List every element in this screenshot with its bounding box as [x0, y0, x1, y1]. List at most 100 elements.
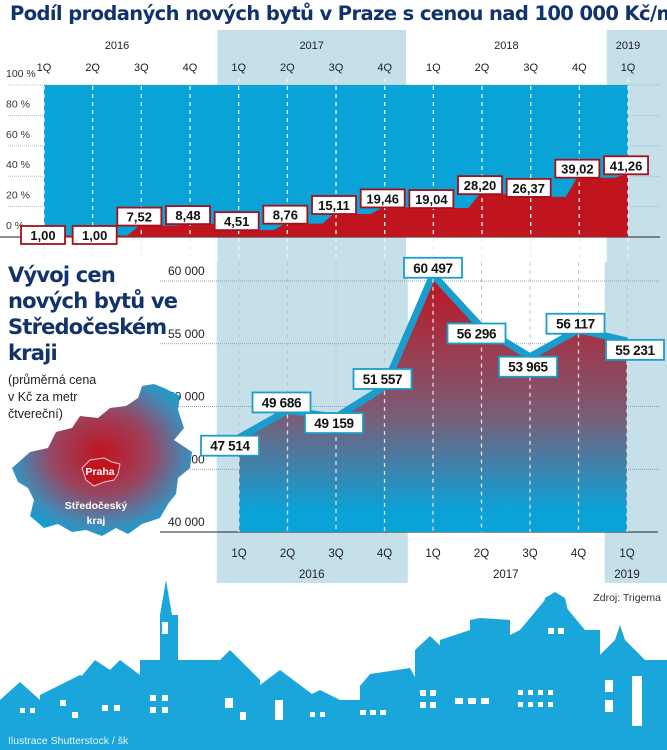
- value-label: 47 514: [210, 439, 250, 454]
- value-label-box: [545, 312, 606, 335]
- value-label: 56 296: [457, 326, 497, 341]
- value-label: 49 686: [262, 395, 302, 410]
- source-note: Zdroj: Trigema: [593, 592, 661, 604]
- value-label: 51 557: [363, 372, 403, 387]
- side-subtitle-line: (průměrná cena: [8, 373, 97, 387]
- value-label-box: [116, 206, 163, 227]
- value-label-box: [262, 204, 309, 225]
- year-label: 2018: [494, 40, 518, 52]
- y-tick-label: 80 %: [6, 98, 30, 110]
- illustration-credit: Ilustrace Shutterstock / šk: [8, 735, 129, 747]
- side-title: Vývoj cen nových bytů ve Středočeském kr…: [8, 262, 178, 366]
- value-label-box: [446, 322, 507, 345]
- value-label-box: [304, 412, 364, 434]
- quarter-label: 3Q: [134, 62, 149, 74]
- map-label-region-2: kraj: [87, 515, 106, 527]
- quarter-label: 4Q: [377, 62, 392, 74]
- share-area: [44, 174, 629, 237]
- side-title-line: nových bytů ve: [8, 289, 178, 313]
- value-label-box: [352, 368, 413, 390]
- value-label-box: [603, 155, 649, 176]
- value-label-box: [71, 225, 118, 245]
- value-label-box: [213, 211, 260, 232]
- value-label-box: [311, 195, 357, 215]
- value-label-box: [20, 225, 66, 245]
- quarter-label: 1Q: [231, 548, 246, 560]
- top-value-labels: 1,00 1,00 7,52 8,48 4,51 8,76 15,11 19,46 19,04 2…: [20, 155, 649, 245]
- chart-title: Podíl prodaných nových bytů v Praze s ce…: [10, 2, 667, 25]
- value-label-box: [359, 188, 406, 209]
- side-title-line: Středočeském: [8, 315, 167, 339]
- quarter-label: 4Q: [377, 548, 392, 560]
- quarter-label: 4Q: [183, 62, 198, 74]
- value-label-box: [408, 189, 455, 209]
- value-label-box: [200, 434, 260, 457]
- value-label: 53 965: [508, 360, 548, 375]
- bottom-value-labels: 47 514 49 686 49 159 51 557 60 497 56 296 53 9…: [200, 256, 665, 457]
- value-label-box: [251, 391, 312, 414]
- chart-title-text: Podíl prodaných nových bytů v Praze s ce…: [10, 2, 667, 25]
- value-label: 39,02: [561, 162, 594, 177]
- value-label: 4,51: [224, 214, 249, 229]
- y-tick-label: 60 %: [6, 129, 30, 141]
- quarter-label: 3Q: [329, 62, 344, 74]
- y-tick-label: 100 %: [6, 68, 36, 80]
- quarter-label: 1Q: [37, 62, 52, 74]
- value-label-box: [498, 355, 558, 378]
- value-label-box: [554, 158, 601, 179]
- top-area-series: [43, 78, 629, 262]
- quarter-label: 2Q: [474, 548, 489, 560]
- value-label: 7,52: [127, 210, 152, 225]
- quarter-label: 1Q: [425, 548, 440, 560]
- value-label: 56 117: [556, 317, 595, 332]
- quarter-label: 1Q: [426, 62, 441, 74]
- y-tick-label: 55 000: [168, 327, 205, 341]
- quarter-label: 3Q: [523, 62, 538, 74]
- quarter-label: 1Q: [621, 62, 636, 74]
- value-label: 41,26: [610, 158, 643, 173]
- quarter-label: 2Q: [85, 62, 100, 74]
- quarter-label: 3Q: [328, 548, 343, 560]
- year-label: 2017: [299, 40, 323, 52]
- prague-shape: [81, 457, 121, 487]
- year-label: 2019: [616, 40, 640, 52]
- year-label: 2016: [299, 569, 325, 581]
- quarter-label: 2Q: [280, 62, 295, 74]
- map-label-region-1: Středočeský: [65, 500, 128, 512]
- y-tick-label: 20 %: [6, 190, 30, 202]
- y-tick-label: 40 000: [168, 515, 205, 529]
- value-label: 60 497: [413, 261, 453, 276]
- y-tick-label: 40 %: [6, 159, 30, 171]
- value-label: 19,04: [415, 192, 448, 207]
- year-label: 2016: [105, 40, 129, 52]
- value-label: 49 159: [314, 416, 354, 431]
- value-label: 55 231: [615, 343, 655, 358]
- year-label: 2017: [493, 569, 519, 581]
- value-label: 8,48: [175, 208, 200, 223]
- side-subtitle-line: v Kč za metr: [8, 390, 78, 404]
- side-title-line: kraji: [8, 341, 58, 365]
- value-label-box: [457, 175, 503, 196]
- side-subtitle: (průměrná cena v Kč za metr čtvereční): [8, 372, 96, 423]
- value-label: 28,20: [464, 178, 497, 193]
- value-label-box: [165, 205, 211, 226]
- value-label-box: [403, 256, 463, 279]
- y-tick-label: 60 000: [168, 264, 205, 278]
- quarter-label: 3Q: [522, 548, 537, 560]
- side-subtitle-line: čtvereční): [8, 407, 63, 421]
- value-label: 8,76: [273, 208, 298, 223]
- quarter-label: 4Q: [571, 548, 586, 560]
- quarter-label: 4Q: [572, 62, 587, 74]
- quarter-label: 1Q: [619, 548, 634, 560]
- central-bohemia-map: Praha Středočeský kraj: [12, 384, 192, 536]
- quarter-label: 1Q: [231, 62, 246, 74]
- top-axis-labels: 2016 2017 2018 2019 0 % 20 % 40 % 60 % 80 % 100 %…: [6, 40, 640, 232]
- value-label-box: [605, 338, 665, 361]
- cityscape-illustration: [0, 580, 667, 750]
- value-label: 1,00: [30, 228, 55, 243]
- y-tick-label: 0 %: [6, 220, 24, 232]
- quarter-label: 2Q: [280, 548, 295, 560]
- value-label-box: [505, 178, 552, 198]
